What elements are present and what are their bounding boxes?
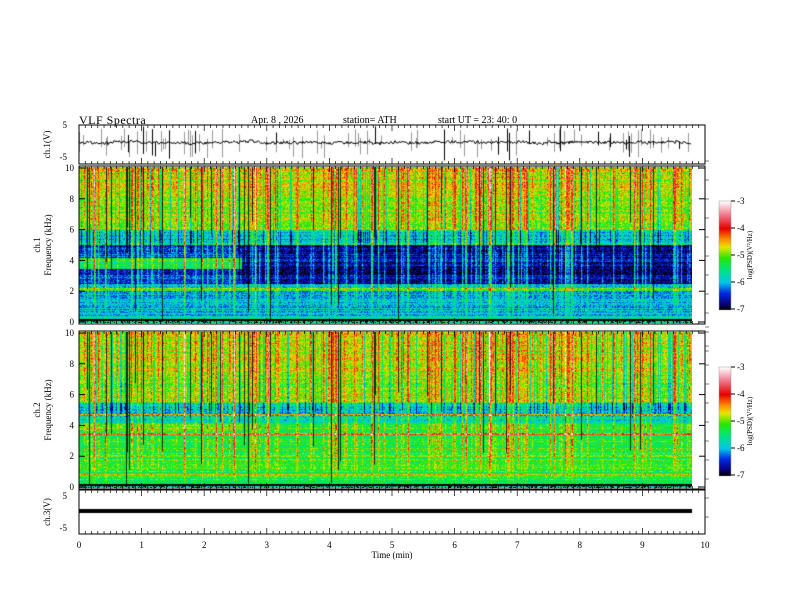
colorbar-label: log(PSD)(V²/Hz) xyxy=(746,230,754,279)
panel-frame-3 xyxy=(78,330,706,490)
start-time-label: start UT = 23: 40: 0 xyxy=(438,115,518,126)
panel-frame-4 xyxy=(78,489,706,535)
y-tick-label: 5 xyxy=(63,491,68,501)
colorbar-frame xyxy=(718,366,732,477)
ch2-spectrogram-image xyxy=(79,332,692,488)
y-tick-label: -5 xyxy=(60,152,68,162)
colorbar-tick-label: -4 xyxy=(737,389,745,399)
y-tick-label: 10 xyxy=(65,328,75,338)
ch1-waveform-plot xyxy=(79,125,705,164)
y-tick-label: 2 xyxy=(70,286,75,296)
ch1-colorbar xyxy=(719,201,731,310)
date-label: Apr. 8 , 2026 xyxy=(251,115,304,126)
ch1-waveform-ylabel: ch.1(V) xyxy=(42,131,52,159)
colorbar-tick-label: -3 xyxy=(737,362,745,372)
x-axis-label: Time (min) xyxy=(372,550,413,560)
x-tick-label: 1 xyxy=(139,540,144,550)
colorbar-label: log(PSD)(V²/Hz) xyxy=(746,396,754,445)
x-tick-label: 6 xyxy=(452,540,457,550)
colorbar-tick-label: -6 xyxy=(737,443,745,453)
ch1-ylabel-channel: ch.1 xyxy=(32,237,42,252)
y-tick-label: 6 xyxy=(70,390,75,400)
y-tick-label: 6 xyxy=(70,225,75,235)
y-tick-label: 8 xyxy=(70,194,75,204)
y-tick-label: 0 xyxy=(70,482,75,492)
x-tick-label: 10 xyxy=(701,540,711,550)
colorbar-tick-label: -3 xyxy=(737,196,745,206)
y-tick-label: 0 xyxy=(70,317,75,327)
colorbar-tick-label: -4 xyxy=(737,223,745,233)
x-tick-label: 7 xyxy=(515,540,520,550)
y-tick-label: 5 xyxy=(63,120,68,130)
y-tick-label: 8 xyxy=(70,359,75,369)
ch2-ylabel-channel: ch.2 xyxy=(32,402,42,417)
x-tick-label: 5 xyxy=(390,540,395,550)
ch2-ylabel-frequency: Frequency (kHz) xyxy=(43,379,53,440)
x-tick-label: 3 xyxy=(265,540,270,550)
y-tick-label: 10 xyxy=(65,163,75,173)
x-tick-label: 8 xyxy=(578,540,583,550)
colorbar-tick-label: -7 xyxy=(737,304,745,314)
x-tick-label: 2 xyxy=(202,540,207,550)
figure-title: VLF Spectra xyxy=(79,113,147,127)
y-tick-label: 4 xyxy=(70,420,75,430)
ch1-ylabel-frequency: Frequency (kHz) xyxy=(43,214,53,275)
y-tick-label: -5 xyxy=(60,523,68,533)
colorbar-tick-label: -5 xyxy=(737,250,745,260)
station-label: station= ATH xyxy=(343,115,397,126)
x-tick-label: 0 xyxy=(77,540,82,550)
colorbar-tick-label: -5 xyxy=(737,416,745,426)
y-tick-label: 4 xyxy=(70,255,75,265)
y-tick-label: 2 xyxy=(70,451,75,461)
colorbar-tick-label: -7 xyxy=(737,470,745,480)
ch1-spectrogram-image xyxy=(79,167,692,323)
ch3-waveform-plot xyxy=(79,491,705,533)
x-tick-label: 9 xyxy=(640,540,645,550)
ch2-colorbar xyxy=(719,367,731,476)
x-tick-label: 4 xyxy=(327,540,332,550)
colorbar-frame xyxy=(718,200,732,311)
panel-frame-2 xyxy=(78,165,706,325)
colorbar-tick-label: -6 xyxy=(737,277,745,287)
ch3-waveform-ylabel: ch.3(V) xyxy=(42,498,52,526)
